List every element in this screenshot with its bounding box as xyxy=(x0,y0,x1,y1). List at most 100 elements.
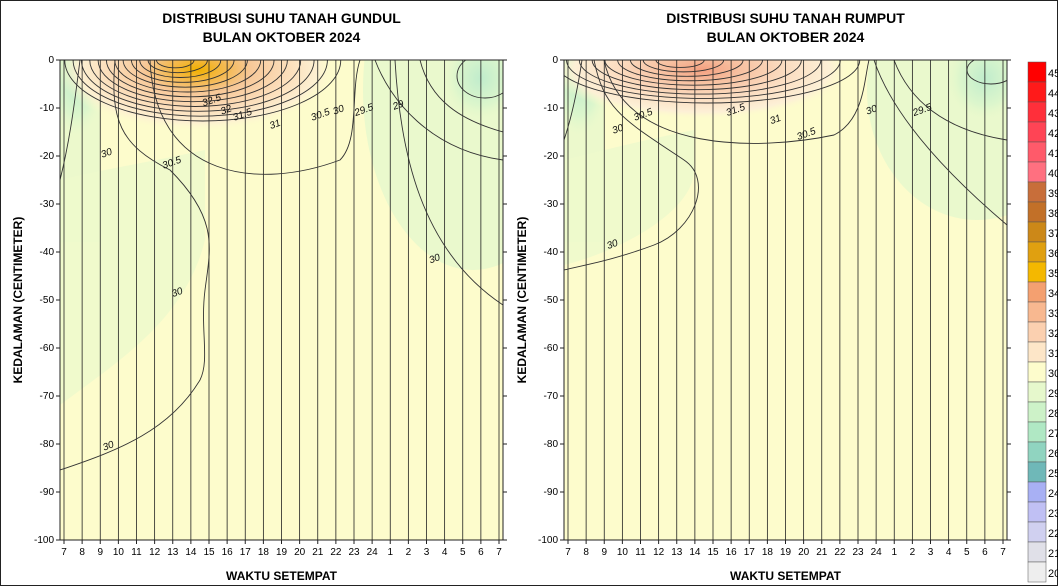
contour-label: 31 xyxy=(768,113,782,127)
legend-swatch xyxy=(1027,101,1047,123)
contour-ring xyxy=(122,60,248,88)
x-tick-label: 23 xyxy=(348,547,360,558)
contour-ring xyxy=(114,60,262,93)
y-tick-label: 0 xyxy=(552,55,558,66)
legend-label: 30 xyxy=(1048,368,1058,380)
y-tick-label: -30 xyxy=(544,199,559,210)
contour-30-5 xyxy=(149,60,361,175)
x-tick-label: 13 xyxy=(167,547,179,558)
legend-label: 27 xyxy=(1048,428,1058,440)
contour-ring xyxy=(147,60,208,74)
legend-swatch xyxy=(1027,161,1047,183)
cool-zone-right-core xyxy=(439,60,503,124)
x-tick-label: 14 xyxy=(689,547,701,558)
y-axis-label: KEDALAMAN (CENTIMETER) xyxy=(11,217,25,384)
contour-label: 29 xyxy=(390,98,406,113)
chart-title: DISTRIBUSI SUHU TANAH RUMPUT xyxy=(666,10,905,26)
y-tick-label: -20 xyxy=(40,151,55,162)
x-tick-label: 9 xyxy=(601,547,607,558)
chart-tanah-rumput: DISTRIBUSI SUHU TANAH RUMPUT BULAN OKTOBE… xyxy=(515,10,1011,583)
legend-swatch xyxy=(1027,481,1047,503)
legend-label: 33 xyxy=(1048,308,1058,320)
legend-label: 23 xyxy=(1048,508,1058,520)
y-tick-label: -100 xyxy=(34,535,54,546)
legend-swatch xyxy=(1027,201,1047,223)
x-tick-label: 11 xyxy=(131,547,142,558)
x-tick-label: 16 xyxy=(222,547,234,558)
cool-zone-lower xyxy=(60,150,205,405)
legend-label: 41 xyxy=(1048,148,1058,160)
x-tick-label: 23 xyxy=(852,547,864,558)
x-tick-label: 7 xyxy=(496,547,502,558)
x-tick-label: 19 xyxy=(780,547,792,558)
y-tick-label: -100 xyxy=(538,535,558,546)
y-tick-label: -10 xyxy=(40,103,55,114)
legend-swatch xyxy=(1027,381,1047,403)
contour-30-5 xyxy=(603,60,870,144)
contour-ring xyxy=(105,60,275,98)
y-tick-label: -50 xyxy=(40,295,55,306)
x-axis-label: WAKTU SETEMPAT xyxy=(730,569,842,583)
contour-ring xyxy=(642,60,725,73)
legend-swatch xyxy=(1027,241,1047,263)
legend-label: 35 xyxy=(1048,268,1058,280)
legend-swatch xyxy=(1027,361,1047,383)
x-tick-label: 12 xyxy=(149,547,161,558)
x-tick-label: 12 xyxy=(653,547,665,558)
y-tick-label: -90 xyxy=(544,487,559,498)
x-axis-label: WAKTU SETEMPAT xyxy=(226,569,338,583)
y-tick-label: -70 xyxy=(544,391,559,402)
contour-label: 30 xyxy=(170,286,185,300)
y-tick-label: -40 xyxy=(544,247,559,258)
legend-swatch xyxy=(1027,141,1047,163)
contour-ring xyxy=(578,60,822,95)
contour-label: 30 xyxy=(101,439,116,453)
contour-30-deep xyxy=(60,60,210,471)
legend-label: 43 xyxy=(1048,108,1058,120)
y-axis-label: KEDALAMAN (CENTIMETER) xyxy=(515,217,529,384)
contour-29-5 xyxy=(374,60,503,161)
x-tick-label: 19 xyxy=(276,547,288,558)
legend-swatch xyxy=(1027,121,1047,143)
x-tick-label: 14 xyxy=(185,547,197,558)
legend-label: 38 xyxy=(1048,208,1058,220)
legend-swatch xyxy=(1027,321,1047,343)
legend-label: 26 xyxy=(1048,448,1058,460)
legend-label: 24 xyxy=(1048,488,1058,500)
legend-swatch xyxy=(1027,541,1047,563)
legend-label: 21 xyxy=(1048,548,1058,560)
x-tick-label: 7 xyxy=(61,547,67,558)
contour-label: 30 xyxy=(611,122,626,136)
contour-ring xyxy=(130,60,235,83)
x-tick-label: 1 xyxy=(891,547,897,558)
x-tick-label: 8 xyxy=(583,547,589,558)
legend-swatch xyxy=(1027,521,1047,543)
contour-ring xyxy=(604,60,783,86)
plot-fill xyxy=(60,60,503,540)
x-tick-label: 9 xyxy=(97,547,103,558)
contour-ring xyxy=(64,60,342,122)
legend-swatch xyxy=(1027,281,1047,303)
legend-swatch xyxy=(1027,181,1047,203)
chart-tanah-gundul: DISTRIBUSI SUHU TANAH GUNDUL BULAN OKTOBE… xyxy=(11,10,507,583)
legend-label: 31 xyxy=(1048,348,1058,360)
x-tick-label: 21 xyxy=(312,547,324,558)
legend-label: 25 xyxy=(1048,468,1058,480)
contour-30-right xyxy=(394,60,503,306)
y-tick-label: -60 xyxy=(544,343,559,354)
contour-label: 30 xyxy=(865,103,880,117)
contour-30-deep xyxy=(564,60,699,271)
x-tick-label: 2 xyxy=(910,547,916,558)
x-tick-label: 10 xyxy=(617,547,629,558)
y-tick-label: -90 xyxy=(40,487,55,498)
legend-swatch xyxy=(1027,81,1047,103)
contour-ring xyxy=(591,60,802,91)
x-tick-label: 21 xyxy=(816,547,828,558)
contour-left-edge xyxy=(564,60,583,141)
contour-29-5 xyxy=(893,60,1007,141)
x-tick-label: 4 xyxy=(442,547,448,558)
legend-swatch xyxy=(1027,341,1047,363)
contour-ring xyxy=(617,60,763,82)
x-tick-label: 17 xyxy=(744,547,756,558)
x-tick-label: 18 xyxy=(258,547,270,558)
